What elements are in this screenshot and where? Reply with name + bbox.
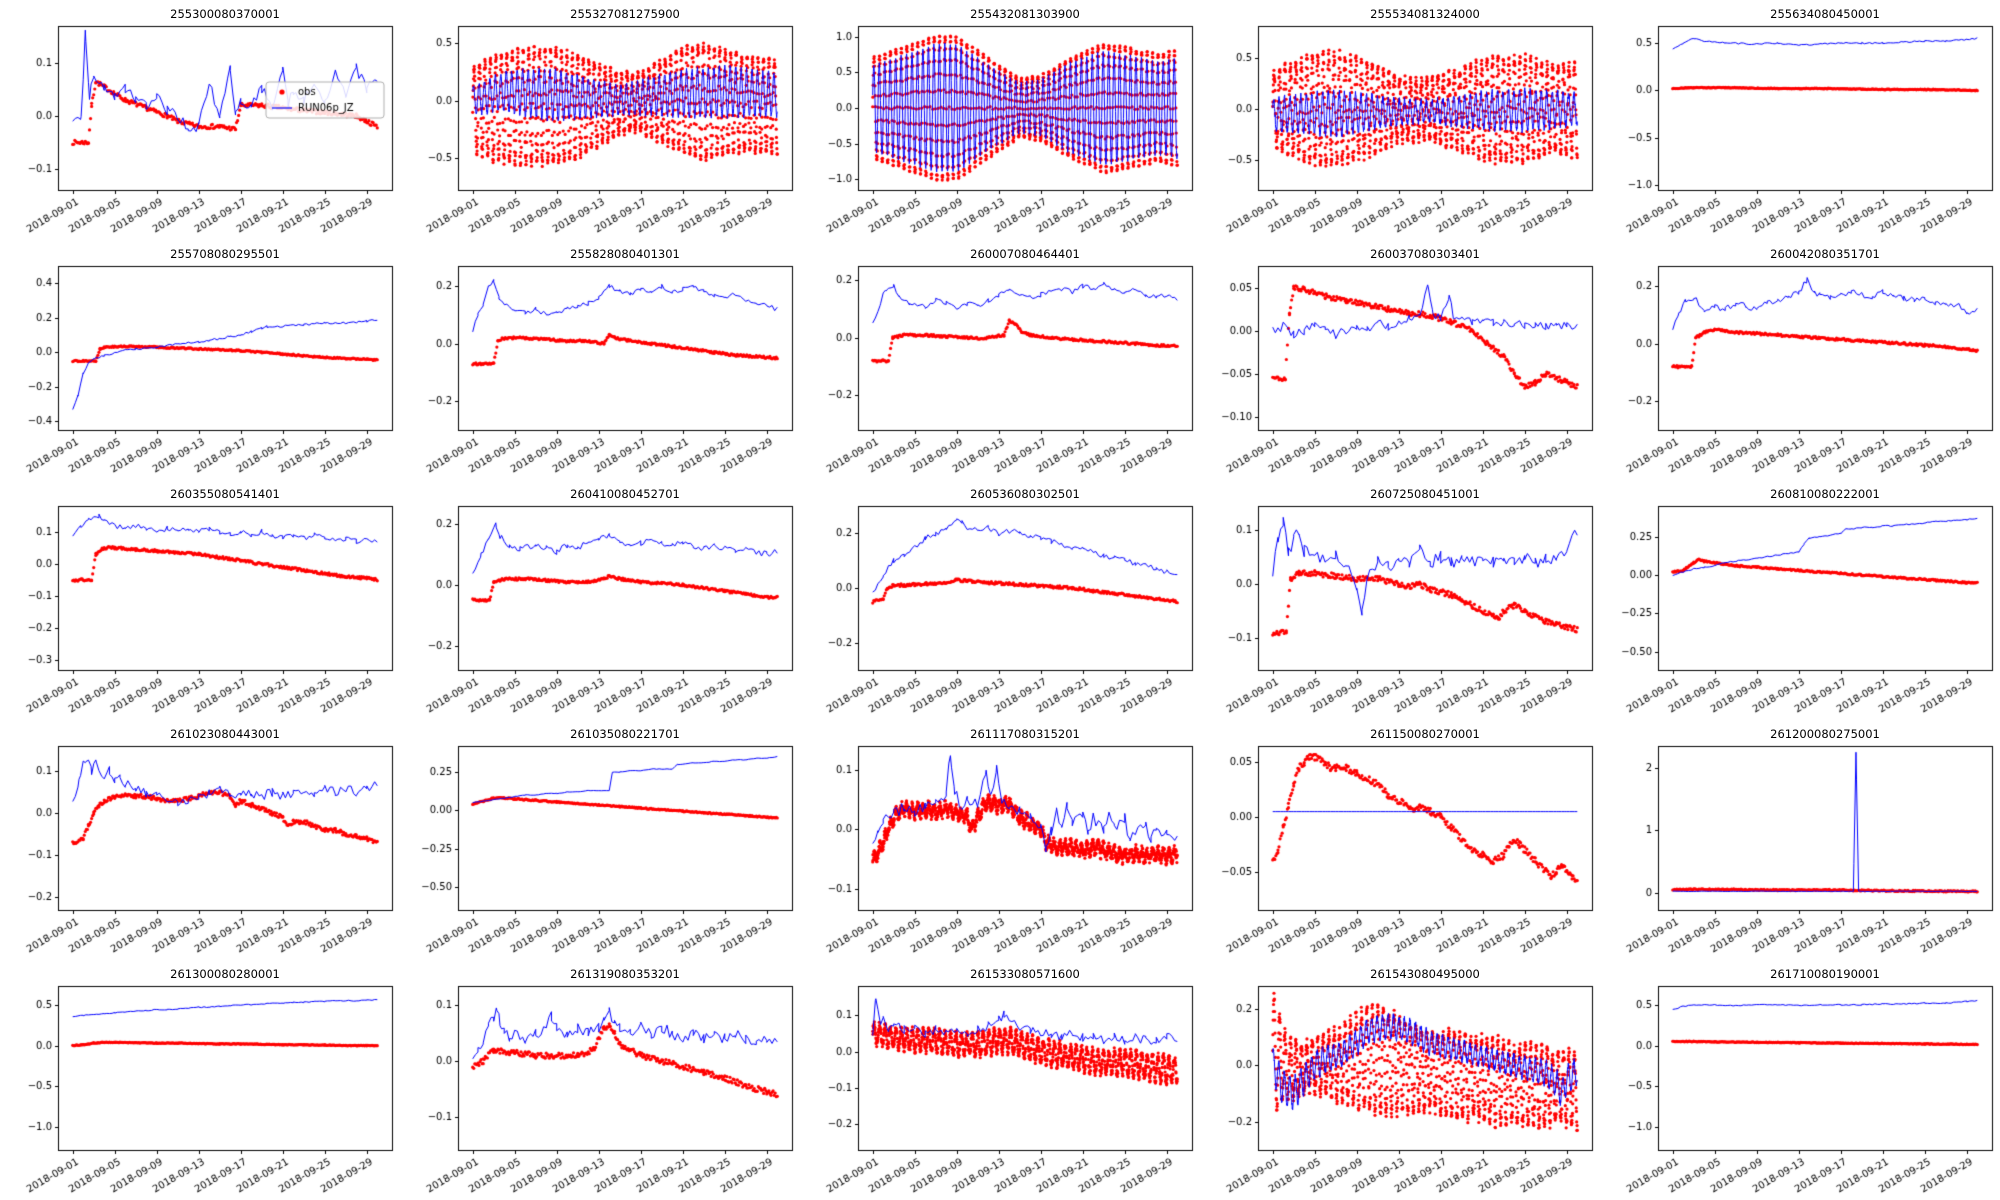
subplot-canvas <box>1600 502 2000 720</box>
subplot-title: 255708080295501 <box>170 247 280 261</box>
subplot: 260037080303401 <box>1200 240 1600 480</box>
subplot-title: 255828080401301 <box>570 247 680 261</box>
subplot-canvas <box>400 22 800 240</box>
subplot-canvas <box>1200 742 1600 960</box>
subplot-title: 255327081275900 <box>570 7 680 21</box>
subplot-title: 260810080222001 <box>1770 487 1880 501</box>
subplot-title: 261319080353201 <box>570 967 680 981</box>
subplot-canvas <box>0 982 400 1200</box>
subplot-title: 260007080464401 <box>970 247 1080 261</box>
subplot-canvas <box>400 262 800 480</box>
subplot: 255634080450001 <box>1600 0 2000 240</box>
subplot-title: 261035080221701 <box>570 727 680 741</box>
subplot-canvas <box>1600 262 2000 480</box>
subplot-title: 260037080303401 <box>1370 247 1480 261</box>
subplot-title: 261710080190001 <box>1770 967 1880 981</box>
subplot: 261543080495000 <box>1200 960 1600 1200</box>
subplot-canvas <box>800 22 1200 240</box>
subplot-title: 261300080280001 <box>170 967 280 981</box>
subplot-canvas <box>0 22 400 240</box>
subplot: 260007080464401 <box>800 240 1200 480</box>
subplot-canvas <box>400 502 800 720</box>
subplot-canvas <box>1200 22 1600 240</box>
subplot-canvas <box>1600 22 2000 240</box>
subplot-canvas <box>400 982 800 1200</box>
subplot-title: 260355080541401 <box>170 487 280 501</box>
subplot: 260355080541401 <box>0 480 400 720</box>
subplot-canvas <box>1600 742 2000 960</box>
subplot-title: 255300080370001 <box>170 7 280 21</box>
subplot: 255708080295501 <box>0 240 400 480</box>
subplot-title: 260410080452701 <box>570 487 680 501</box>
subplot-title: 255432081303900 <box>970 7 1080 21</box>
subplot-canvas <box>0 742 400 960</box>
subplot: 261035080221701 <box>400 720 800 960</box>
subplot-canvas <box>800 502 1200 720</box>
subplot-canvas <box>1200 982 1600 1200</box>
subplot-canvas <box>1200 502 1600 720</box>
subplot-canvas <box>800 262 1200 480</box>
subplot: 261319080353201 <box>400 960 800 1200</box>
subplot-title: 261117080315201 <box>970 727 1080 741</box>
subplot: 255300080370001 <box>0 0 400 240</box>
subplot-canvas <box>1600 982 2000 1200</box>
subplot: 260410080452701 <box>400 480 800 720</box>
subplot-title: 260725080451001 <box>1370 487 1480 501</box>
subplot: 261200080275001 <box>1600 720 2000 960</box>
subplot: 261150080270001 <box>1200 720 1600 960</box>
subplot: 261710080190001 <box>1600 960 2000 1200</box>
subplot: 261117080315201 <box>800 720 1200 960</box>
subplot-canvas <box>800 742 1200 960</box>
subplot-title: 261150080270001 <box>1370 727 1480 741</box>
subplot: 260725080451001 <box>1200 480 1600 720</box>
subplot: 260810080222001 <box>1600 480 2000 720</box>
subplot-title: 261533080571600 <box>970 967 1080 981</box>
subplot: 255534081324000 <box>1200 0 1600 240</box>
subplot: 255828080401301 <box>400 240 800 480</box>
subplot-title: 261023080443001 <box>170 727 280 741</box>
subplot-title: 255634080450001 <box>1770 7 1880 21</box>
subplot-canvas <box>800 982 1200 1200</box>
subplot: 260042080351701 <box>1600 240 2000 480</box>
subplot-canvas <box>0 502 400 720</box>
subplot-title: 261200080275001 <box>1770 727 1880 741</box>
subplot-title: 261543080495000 <box>1370 967 1480 981</box>
subplot: 255327081275900 <box>400 0 800 240</box>
subplot: 261023080443001 <box>0 720 400 960</box>
subplot-title: 260536080302501 <box>970 487 1080 501</box>
subplot-canvas <box>1200 262 1600 480</box>
subplot: 255432081303900 <box>800 0 1200 240</box>
subplot: 261300080280001 <box>0 960 400 1200</box>
subplot-canvas <box>0 262 400 480</box>
subplot-title: 260042080351701 <box>1770 247 1880 261</box>
subplot: 261533080571600 <box>800 960 1200 1200</box>
subplot-canvas <box>400 742 800 960</box>
subplot-title: 255534081324000 <box>1370 7 1480 21</box>
subplot: 260536080302501 <box>800 480 1200 720</box>
